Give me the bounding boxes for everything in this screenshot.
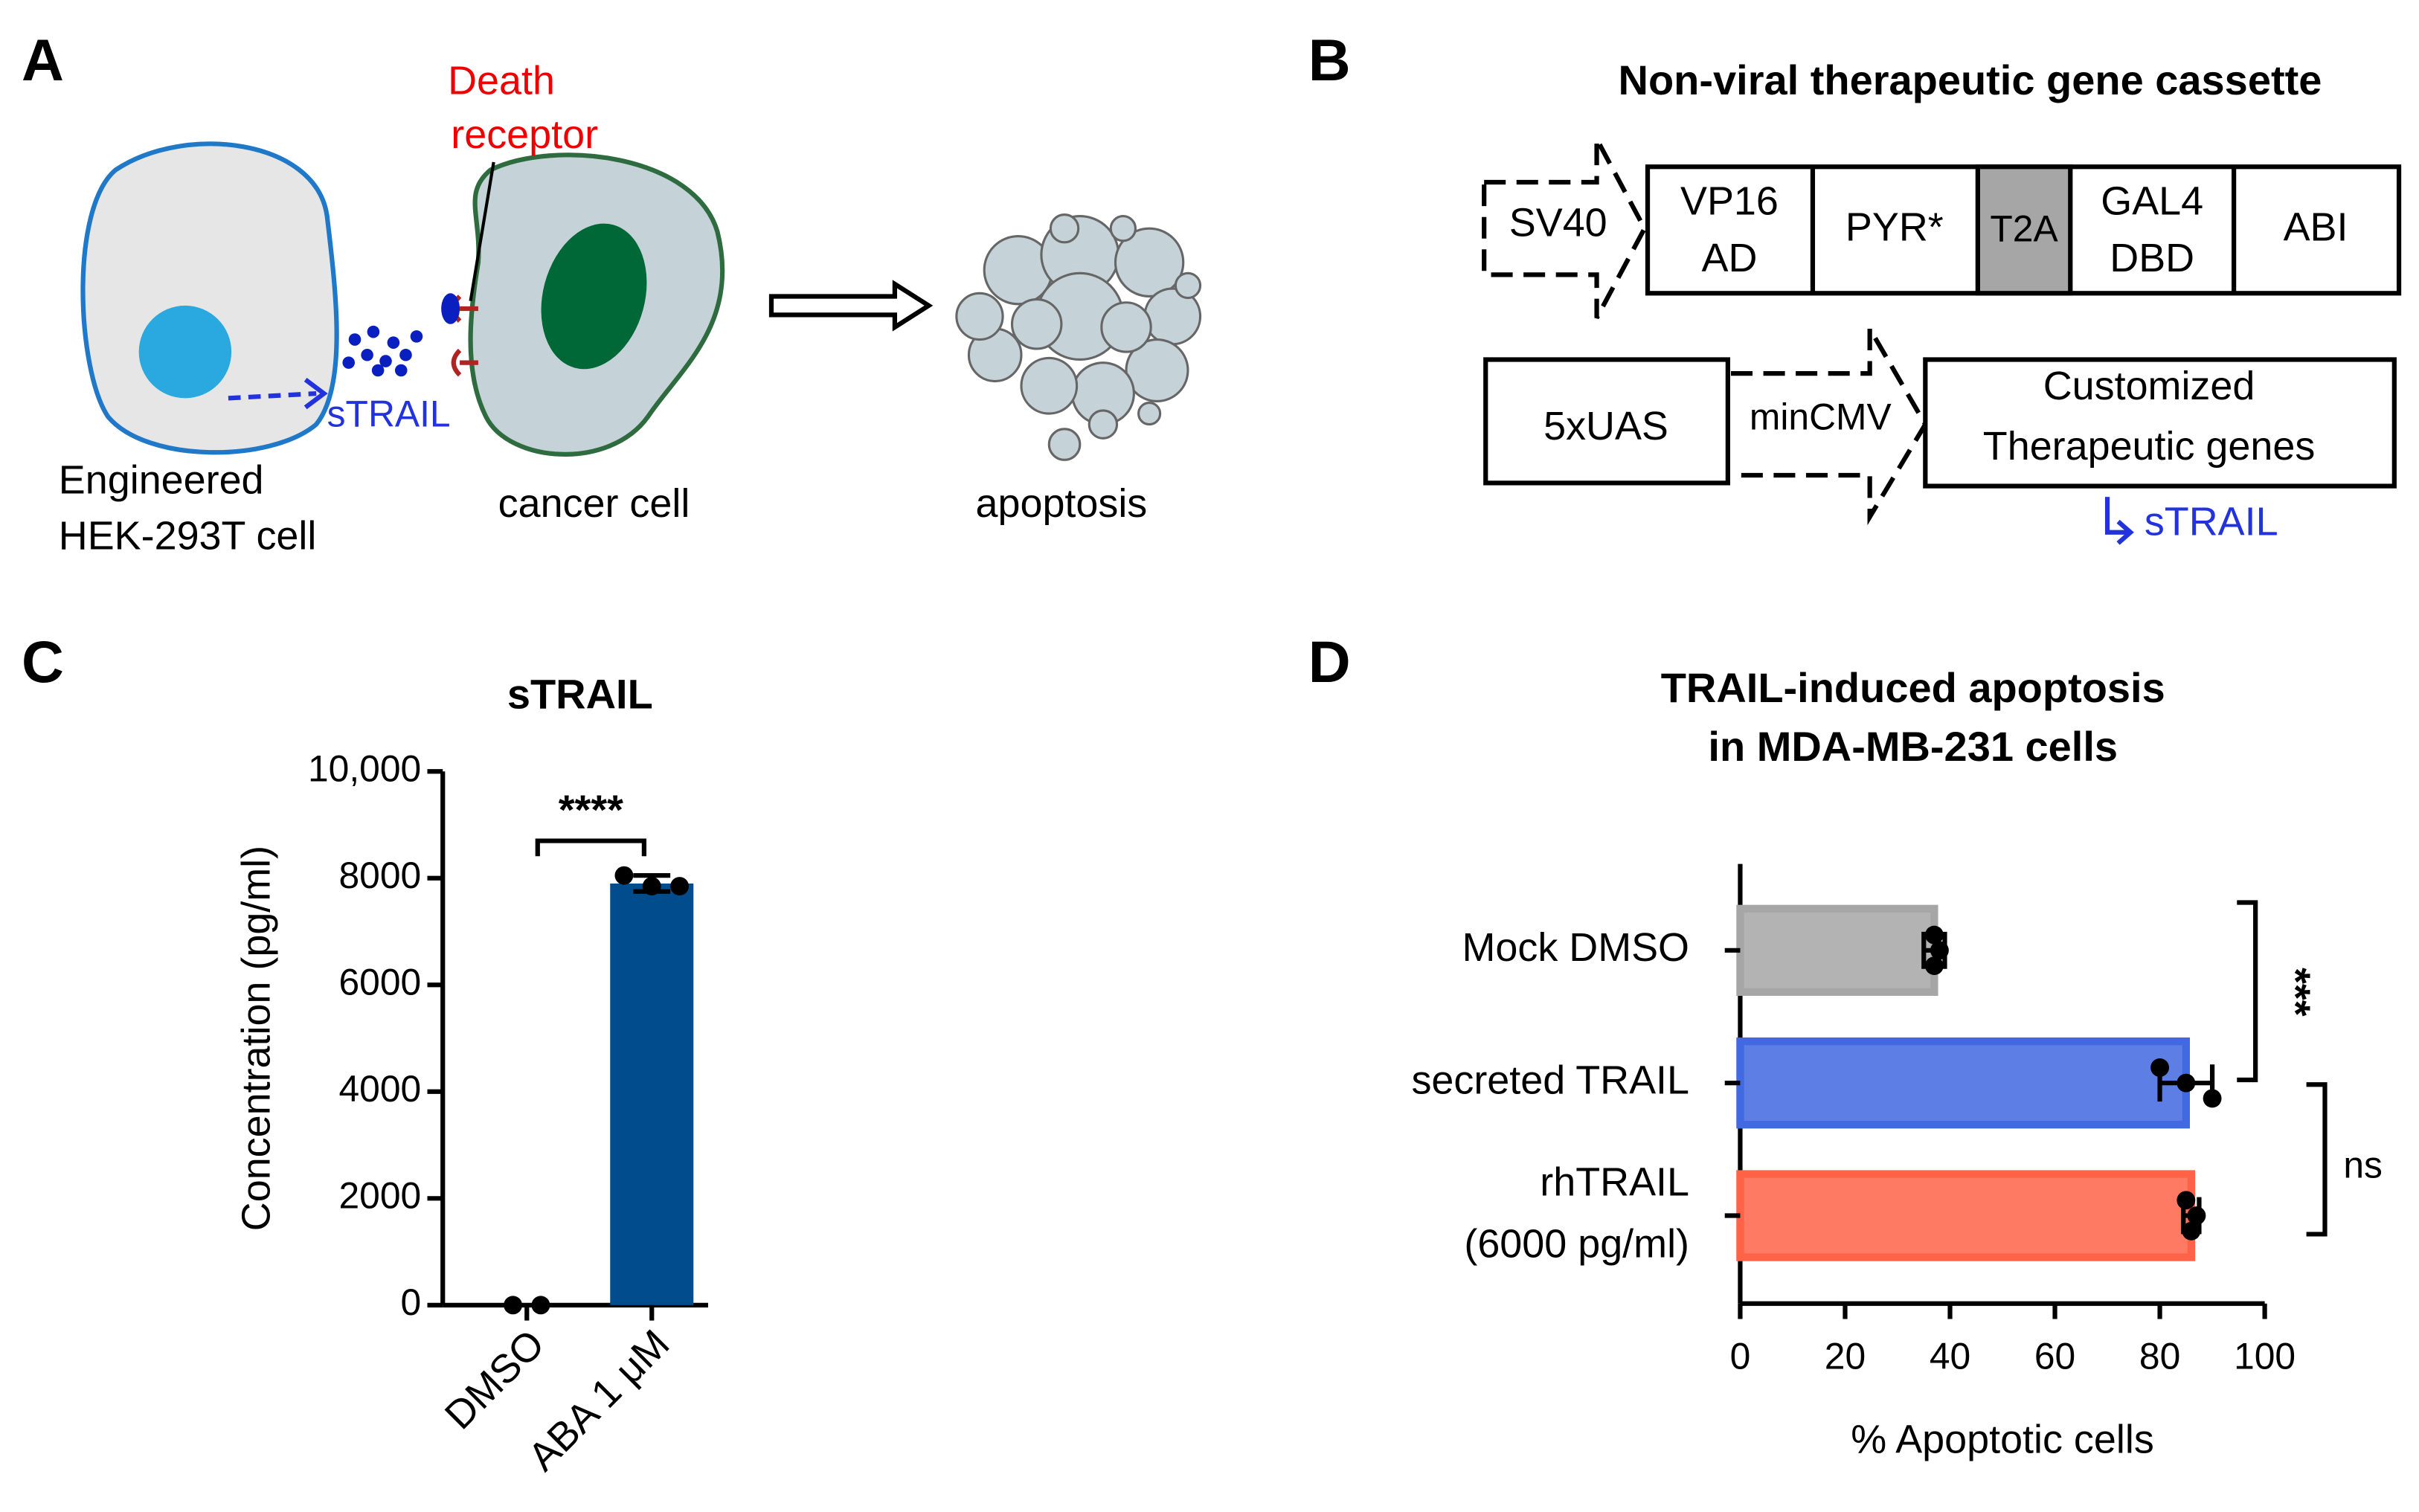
- trail-dots: [342, 325, 423, 377]
- panel-letter: A: [22, 28, 64, 93]
- label: receptor: [451, 112, 598, 157]
- chart-title: sTRAIL: [507, 670, 653, 717]
- label: apoptosis: [976, 481, 1148, 526]
- x-tick-label: 80: [2139, 1336, 2180, 1377]
- data-point: [642, 877, 661, 895]
- label: sTRAIL: [2145, 500, 2278, 544]
- y-tick-label: (6000 pg/ml): [1464, 1221, 1689, 1266]
- label: 5xUAS: [1543, 404, 1668, 448]
- data-point: [2177, 1191, 2196, 1210]
- bar: [610, 883, 694, 1305]
- label: Therapeutic genes: [1983, 424, 2316, 469]
- title: Non-viral therapeutic gene cassette: [1619, 57, 2322, 103]
- label: HEK-293T cell: [59, 513, 317, 558]
- label: Customized: [2043, 364, 2255, 408]
- x-tick-label: 20: [1825, 1336, 1866, 1377]
- data-point: [2182, 1221, 2201, 1241]
- x-tick-label: 60: [2034, 1336, 2075, 1377]
- y-axis-label: Concentration (pg/ml): [234, 846, 279, 1231]
- label: ABI: [2284, 205, 2348, 250]
- label: Death: [448, 58, 555, 103]
- y-tick-label: 2000: [338, 1174, 421, 1216]
- output-arrow: [2104, 497, 2134, 545]
- label: GAL4: [2101, 178, 2203, 223]
- bar: [1736, 1038, 2191, 1129]
- bound-trail: [441, 293, 460, 324]
- engineered-cell: [80, 141, 339, 455]
- data-point: [670, 877, 690, 895]
- data-point: [504, 1296, 523, 1315]
- genes-box: [1923, 357, 2397, 489]
- uas-box: [1483, 357, 1730, 486]
- x-tick-label: 100: [2234, 1336, 2296, 1377]
- dividers: [1810, 167, 2237, 294]
- chart-title: TRAIL-induced apoptosis: [1661, 664, 2165, 711]
- bar: [1736, 1170, 2196, 1261]
- data-point: [1924, 925, 1944, 945]
- significance-bracket: [2306, 1082, 2328, 1237]
- significance-label: ns: [2343, 1144, 2383, 1186]
- y-tick-label: 6000: [338, 961, 421, 1003]
- x-tick-label: 0: [1730, 1336, 1751, 1377]
- nucleus: [138, 305, 232, 399]
- panel-letter: B: [1308, 28, 1351, 93]
- data-point: [1930, 941, 1949, 960]
- data-point: [531, 1296, 550, 1315]
- x-tick-label: DMSO: [437, 1322, 553, 1438]
- panel-a: A Death receptor sTRAIL Engineered HEK-2…: [22, 28, 1202, 558]
- data-point: [614, 866, 634, 885]
- label: cancer cell: [498, 481, 690, 526]
- y-tick-label: 10,000: [308, 747, 421, 789]
- y-tick-label: secreted TRAIL: [1411, 1058, 1689, 1102]
- panel-letter: C: [22, 629, 64, 695]
- label: SV40: [1509, 200, 1607, 245]
- y-tick-label: 4000: [338, 1068, 421, 1110]
- pointer: [469, 161, 495, 302]
- significance-bracket: [2237, 900, 2258, 1083]
- label: T2A: [1990, 208, 2058, 249]
- significance-bracket: [535, 838, 646, 857]
- label: minCMV: [1750, 396, 1892, 438]
- panel-letter: D: [1308, 629, 1351, 695]
- data-point: [1924, 956, 1944, 976]
- hollow-arrow: [768, 280, 934, 332]
- chart-title: in MDA-MB-231 cells: [1708, 723, 2118, 770]
- apoptotic-bodies: [955, 213, 1202, 461]
- x-axis-label: % Apoptotic cells: [1851, 1418, 2154, 1462]
- y-tick-label: Mock DMSO: [1462, 925, 1690, 970]
- significance-label: ***: [2272, 968, 2319, 1017]
- secretion-arrow: [228, 391, 317, 401]
- y-tick-label: 8000: [338, 855, 421, 896]
- panel-b: B Non-viral therapeutic gene cassette SV…: [1308, 28, 2402, 545]
- label: AD: [1701, 236, 1757, 280]
- y-tick-label: 0: [401, 1281, 422, 1323]
- significance-label: ****: [559, 786, 623, 833]
- label: PYR*: [1845, 205, 1944, 250]
- label: sTRAIL: [327, 393, 451, 434]
- arrow-head: [303, 377, 328, 410]
- data-point: [2187, 1206, 2206, 1225]
- data-point: [2203, 1089, 2222, 1108]
- label: Engineered: [59, 458, 264, 503]
- label: DBD: [2110, 236, 2194, 280]
- x-tick-label: 40: [1930, 1336, 1970, 1377]
- promoter-arrow: [1482, 138, 1648, 319]
- t2a-block: [1975, 164, 2073, 296]
- cancer-nucleus: [541, 223, 647, 370]
- label: VP16: [1680, 178, 1779, 223]
- bar: [1736, 904, 1938, 997]
- data-point: [2177, 1073, 2196, 1093]
- data-point: [2150, 1058, 2170, 1077]
- y-tick-label: rhTRAIL: [1540, 1159, 1689, 1204]
